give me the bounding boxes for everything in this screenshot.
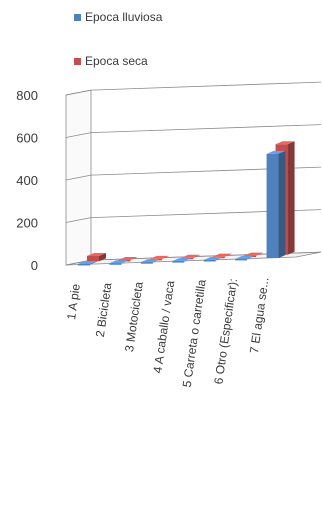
plot-walls xyxy=(65,81,322,266)
x-tick-label: 7 El agua se... xyxy=(247,276,272,354)
bar-side xyxy=(247,255,255,260)
bar-top xyxy=(235,255,255,259)
bar-side xyxy=(215,256,223,261)
gridline-diagonal xyxy=(65,174,92,181)
gridline xyxy=(90,124,322,134)
gridline-diagonal xyxy=(65,217,92,223)
bar-top xyxy=(140,259,160,263)
bar-top xyxy=(172,258,192,262)
bar-front xyxy=(87,255,99,262)
x-tick-label: 4 A caballo / vaca xyxy=(150,279,177,374)
bar-0-5 xyxy=(235,255,255,261)
bar-front xyxy=(78,263,90,266)
gridline-diagonal xyxy=(65,132,92,138)
bar-top xyxy=(109,260,129,264)
gridline-diagonal xyxy=(65,259,92,266)
gridline xyxy=(90,81,322,91)
bar-0-0 xyxy=(78,260,97,266)
legend-label-seca: Epoca seca xyxy=(85,54,148,68)
bar-0-1 xyxy=(109,260,129,265)
legend-swatch-lluviosa xyxy=(74,14,81,21)
bars xyxy=(78,141,295,266)
y-tick-label: 800 xyxy=(16,88,38,103)
bar-top xyxy=(118,256,138,260)
bar-side xyxy=(256,252,264,256)
x-tick-label: 3 Motocicleta xyxy=(122,280,146,352)
bar-side xyxy=(121,260,129,264)
x-tick-label: 1 A pie xyxy=(64,283,83,321)
x-tick-label: 5 Carreta o carretilla xyxy=(180,278,209,388)
bar-side xyxy=(152,259,160,263)
bar-side xyxy=(184,258,192,262)
bar-top xyxy=(266,150,286,154)
bar-side xyxy=(193,254,201,258)
bar-front xyxy=(172,261,185,263)
y-tick-label: 600 xyxy=(16,131,38,146)
bar-front xyxy=(235,258,248,261)
bar-top xyxy=(275,141,295,145)
bar-front xyxy=(203,259,216,262)
bar-top xyxy=(244,252,264,256)
bar-top xyxy=(181,254,201,258)
bar-front xyxy=(266,153,279,259)
bar-side xyxy=(90,260,97,265)
y-axis: 0 200 400 600 800 xyxy=(16,88,38,273)
bar-1-0 xyxy=(87,252,106,262)
legend-swatch-seca xyxy=(74,58,81,65)
bar-side xyxy=(224,253,232,257)
bar-0-2 xyxy=(140,259,160,264)
bar-top xyxy=(149,255,169,259)
bar-front xyxy=(109,263,122,265)
x-tick-label: 2 Bicicleta xyxy=(93,282,115,338)
bar-side xyxy=(287,141,295,255)
legend-label-lluviosa: Epoca lluviosa xyxy=(85,10,163,24)
bar-0-6 xyxy=(266,150,286,259)
y-tick-label: 200 xyxy=(16,216,38,231)
gridline-diagonal xyxy=(65,89,92,96)
bar-0-3 xyxy=(172,258,192,263)
bar-top xyxy=(212,253,232,257)
bar-side xyxy=(99,252,106,262)
x-axis: 1 A pie 2 Bicicleta 3 Motocicleta 4 A cabal… xyxy=(64,276,271,388)
bar-side xyxy=(278,150,286,259)
legend: Epoca lluviosa Epoca seca xyxy=(74,10,163,68)
bar-side xyxy=(161,255,169,260)
bar-side xyxy=(130,256,138,261)
bar-front xyxy=(140,262,153,264)
bar-top xyxy=(87,252,106,256)
y-tick-label: 0 xyxy=(31,258,38,273)
bar-top xyxy=(203,256,223,260)
x-tick-label: 6 Otro (Especificar): xyxy=(211,278,240,386)
bar-top xyxy=(78,260,97,264)
y-tick-label: 400 xyxy=(16,173,38,188)
bar-0-4 xyxy=(203,256,223,262)
